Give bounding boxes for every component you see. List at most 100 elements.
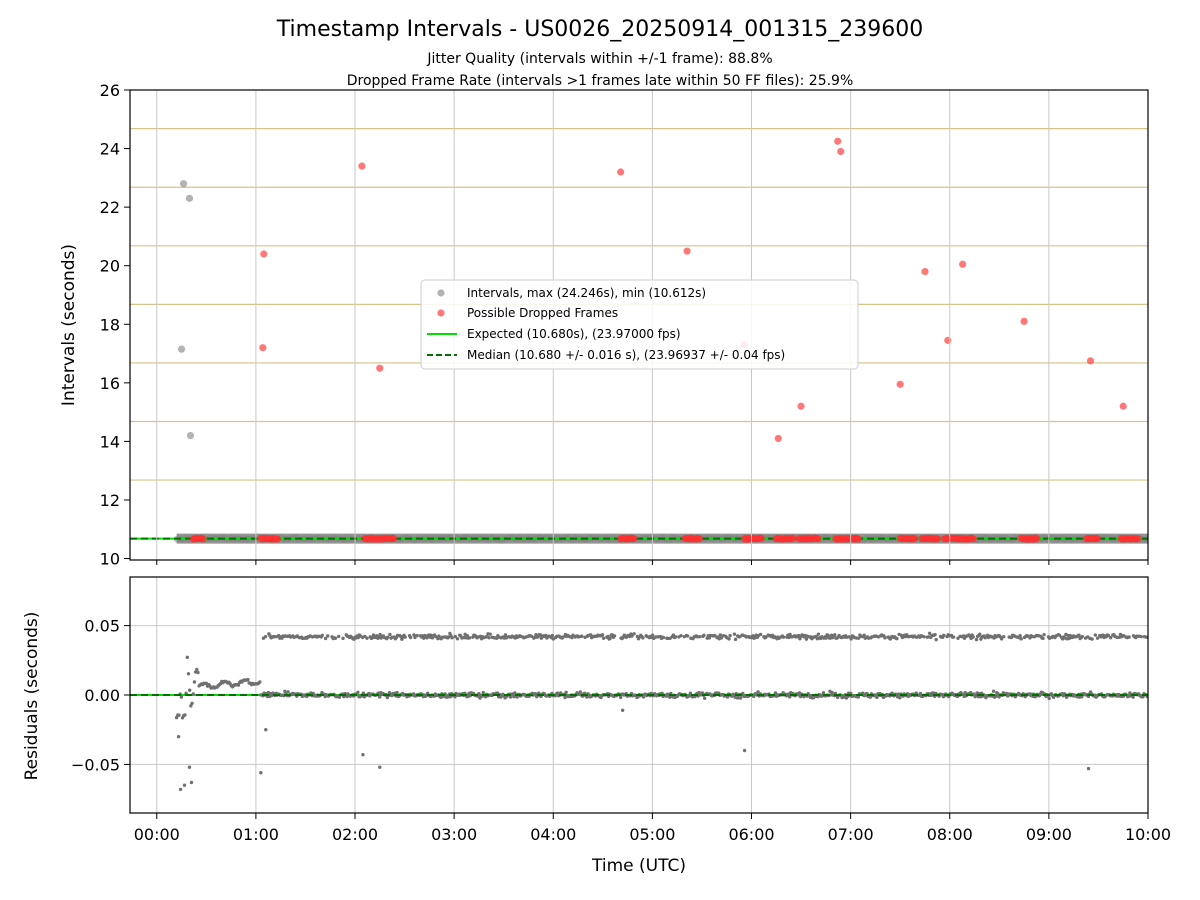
residual-point [738, 696, 743, 700]
residual-point [934, 637, 938, 642]
residual-point [286, 690, 290, 694]
residual-point [453, 634, 458, 639]
residual-point [1127, 635, 1131, 639]
legend-dropped-marker [437, 309, 445, 317]
x-tick-label: 08:00 [927, 825, 973, 844]
residual-point [875, 695, 879, 700]
dropped-frame-point [896, 380, 904, 388]
x-tick-label: 06:00 [728, 825, 774, 844]
residual-point [804, 637, 809, 641]
residual-point [830, 690, 834, 695]
dropped-frame-point [617, 168, 625, 176]
top-y-tick-label: 22 [100, 198, 120, 217]
residual-point [508, 695, 513, 699]
residual-point [1086, 766, 1091, 771]
chart-title: Timestamp Intervals - US0026_20250914_00… [276, 17, 923, 42]
residual-point [974, 637, 979, 642]
residual-point [849, 637, 853, 641]
residual-point [1019, 637, 1023, 641]
residual-point [702, 696, 707, 701]
dropped-frame-point [1032, 534, 1041, 542]
residual-point [951, 635, 956, 639]
dropped-frame-point [814, 535, 822, 543]
legend-expected-label: Expected (10.680s), (23.97000 fps) [467, 327, 681, 341]
residual-point [661, 635, 666, 640]
dropped-frame-point [630, 534, 638, 543]
dropped-frame-point [358, 162, 366, 170]
legend-median-label: Median (10.680 +/- 0.016 s), (23.96937 +… [467, 348, 785, 362]
bottom-y-tick-label: 0.05 [84, 617, 120, 636]
residual-point [727, 637, 731, 641]
residual-point [195, 667, 199, 672]
residual-point [758, 632, 763, 637]
residual-point [1041, 636, 1045, 641]
dropped-frame-point [260, 250, 268, 258]
residual-point [361, 752, 365, 757]
residual-point [1131, 695, 1135, 699]
top-y-tick-label: 18 [100, 315, 120, 334]
x-tick-label: 09:00 [1026, 825, 1072, 844]
x-tick-label: 00:00 [134, 825, 180, 844]
residual-point [918, 691, 923, 696]
residual-point [1093, 633, 1098, 637]
legend-intervals-label: Intervals, max (24.246s), min (10.612s) [467, 286, 706, 300]
residual-point [601, 636, 606, 640]
residual-point [978, 632, 982, 636]
residual-point [895, 636, 899, 641]
residual-point [1047, 696, 1051, 701]
residual-point [513, 691, 517, 695]
residual-point [467, 636, 472, 640]
residual-point [641, 695, 646, 699]
residual-point [1139, 634, 1143, 639]
residual-point [685, 634, 690, 638]
residual-point [821, 691, 826, 695]
residual-point [719, 636, 724, 640]
residual-point [585, 695, 589, 699]
dropped-frame-point [1086, 357, 1095, 365]
dropped-frame-point [1134, 535, 1142, 543]
residual-point [718, 633, 722, 637]
intervals-series [130, 128, 1148, 544]
residual-point [189, 704, 193, 708]
residual-point [455, 637, 460, 641]
residual-point [1141, 695, 1145, 699]
dropped-frame-point [944, 336, 952, 344]
residual-point [377, 695, 382, 699]
residual-point [1018, 633, 1022, 638]
residual-point [190, 701, 194, 705]
dropped-frame-point [683, 247, 691, 255]
residual-point [847, 635, 851, 639]
x-tick-label: 05:00 [629, 825, 675, 844]
dropped-frame-point [854, 535, 862, 543]
residual-point [1002, 634, 1006, 639]
residual-point [503, 633, 508, 637]
residual-point [630, 634, 634, 638]
residual-point [578, 690, 583, 694]
top-y-tick-label: 20 [100, 257, 120, 276]
residual-point [488, 632, 492, 636]
dropped-frame-point [199, 535, 207, 543]
residual-point [365, 636, 369, 640]
residual-point [728, 633, 732, 638]
residual-point [550, 633, 555, 638]
residual-point [732, 632, 737, 636]
residual-point [186, 672, 191, 676]
residual-point [192, 680, 197, 684]
residual-point [1057, 633, 1062, 637]
dropped-frame-point [969, 535, 977, 543]
residual-point [413, 635, 417, 640]
residual-point [650, 633, 655, 637]
interval-outlier-point [179, 180, 188, 188]
residual-point [742, 748, 747, 753]
residual-point [258, 680, 262, 684]
dropped-frame-point [933, 535, 942, 543]
dropped-frame-point [1119, 402, 1127, 410]
top-y-tick-label: 14 [100, 432, 120, 451]
residuals-series [130, 631, 1148, 792]
dropped-frame-point [789, 534, 797, 542]
top-y-tick-label: 10 [100, 550, 120, 569]
residual-point [178, 787, 183, 792]
residual-point [187, 688, 192, 692]
x-tick-label: 03:00 [431, 825, 477, 844]
interval-outlier-point [177, 345, 186, 353]
